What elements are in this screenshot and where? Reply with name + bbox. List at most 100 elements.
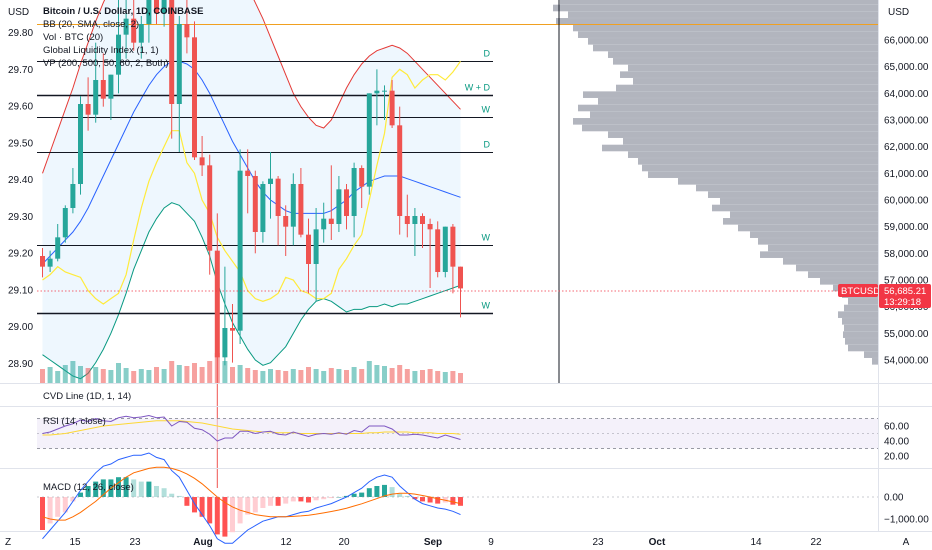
volume-profile-bar (620, 71, 878, 78)
candle-body (427, 224, 433, 230)
macd-histogram-bar (268, 497, 273, 506)
macd-histogram-bar (427, 497, 433, 503)
candle-body (131, 18, 137, 43)
right-currency-label: USD (888, 7, 909, 18)
rsi-legend[interactable]: RSI (14, close) (43, 416, 106, 427)
volume-profile-bar (845, 338, 878, 345)
macd-histogram-bar (397, 493, 403, 497)
volume-bar (146, 370, 152, 383)
left-axis-tick: 29.60 (8, 102, 33, 113)
time-axis-tick: 20 (338, 537, 350, 548)
time-axis[interactable]: Z 15 23 Aug 12 20 Sep 9 23 Oct 14 22 A (5, 537, 910, 548)
legend-liquidity[interactable]: Global Liquidity Index (1, 1) (43, 45, 159, 56)
rsi-axis-tick: 60.00 (884, 422, 909, 433)
volume-bar (290, 369, 296, 383)
macd-histogram-bar (184, 497, 190, 506)
time-axis-tick: Sep (424, 537, 442, 548)
volume-bar (169, 361, 175, 383)
macd-legend[interactable]: MACD (12, 26, close) (43, 482, 134, 493)
candle-body (70, 184, 76, 208)
time-axis-tick: 23 (592, 537, 604, 548)
macd-histogram-bar (100, 479, 106, 497)
volume-profile-bar (872, 358, 878, 365)
indicator-legend[interactable]: Bitcoin / U.S. Dollar, 1D, COINBASE BB (… (43, 6, 203, 69)
macd-histogram-bar (306, 497, 311, 503)
candle-body (313, 229, 319, 264)
legend-volume[interactable]: Vol · BTC (20) (43, 32, 103, 43)
volume-profile-bar (613, 58, 878, 65)
right-axis-tick: 55,000.00 (884, 329, 929, 340)
candle-body (359, 168, 365, 187)
right-axis-tick: 64,000.00 (884, 89, 929, 100)
volume-profile-bar (843, 331, 878, 338)
macd-histogram-bar (78, 492, 83, 497)
macd-histogram-bar (161, 488, 167, 497)
rsi-pane[interactable]: 60.00 40.00 20.00 (37, 414, 909, 463)
last-price-value: 56,685.21 (884, 286, 926, 297)
candle-body (55, 237, 61, 259)
time-axis-tick: A (903, 537, 910, 548)
macd-histogram-bar (290, 497, 296, 502)
candle-body (298, 184, 304, 235)
volume-bar (420, 370, 425, 383)
macd-histogram-bar (40, 497, 45, 530)
volume-bar (85, 368, 91, 383)
left-price-axis[interactable]: USD 29.80 29.70 29.60 29.50 29.40 29.30 29.20 2… (8, 7, 33, 370)
volume-bar (412, 371, 418, 383)
volume-bar (283, 371, 289, 383)
candle-body (306, 234, 311, 264)
rsi-axis-tick: 20.00 (884, 452, 909, 463)
left-currency-label: USD (8, 7, 29, 18)
liquidity-line (42, 60, 461, 305)
candle-body (366, 93, 372, 187)
macd-histogram-bar (199, 497, 205, 517)
candle-body (382, 90, 387, 92)
volume-profile-bar (598, 98, 878, 105)
volume-bar (366, 361, 372, 383)
macd-histogram-bar (138, 481, 144, 497)
volume-profile-bar (556, 18, 878, 25)
macd-histogram-bar (62, 497, 68, 513)
time-axis-tick: 15 (69, 537, 81, 548)
candle-body (245, 170, 251, 176)
volume-profile-bar (628, 151, 878, 158)
volume-profile-bar (638, 158, 878, 165)
volume-bar (207, 361, 213, 383)
volume-bar (47, 367, 53, 383)
macd-histogram-bar (214, 497, 220, 535)
legend-title[interactable]: Bitcoin / U.S. Dollar, 1D, COINBASE (43, 6, 203, 17)
legend-bb[interactable]: BB (20, SMA, close, 2) (43, 19, 139, 30)
candle-body (184, 24, 190, 38)
candle-body (458, 266, 463, 289)
candle-body (40, 256, 45, 267)
volume-bar (252, 370, 258, 383)
cvd-legend[interactable]: CVD Line (1D, 1, 14) (43, 391, 131, 402)
macd-histogram-bar (435, 497, 441, 504)
candle-body (435, 229, 441, 272)
candle-body (207, 165, 213, 251)
macd-pane[interactable]: 0.00 −1,000.00 (37, 452, 929, 544)
candlesticks (40, 0, 463, 488)
candle-body (442, 226, 448, 272)
candle-body (169, 0, 175, 104)
candle-body (351, 168, 357, 216)
volume-bar (328, 368, 334, 383)
volume-profile-bar (750, 231, 878, 238)
volume-bar (230, 367, 235, 383)
candle-body (252, 176, 258, 232)
volume-bar (397, 365, 403, 383)
right-axis-tick: 63,000.00 (884, 116, 929, 127)
macd-histogram-bar (93, 481, 99, 497)
candle-body (290, 184, 296, 227)
macd-histogram-bar (298, 497, 304, 502)
volume-bar (336, 369, 342, 383)
macd-axis-tick: −1,000.00 (884, 515, 929, 526)
right-axis-tick: 62,000.00 (884, 142, 929, 153)
volume-bar (138, 369, 144, 383)
bollinger-bands (42, 0, 461, 380)
legend-volume-profile[interactable]: VP (200, 500, 50, 60, 2, Both) (43, 58, 169, 69)
macd-histogram-bar (116, 477, 121, 497)
volume-profile-bar (573, 118, 878, 125)
volume-bar (192, 363, 197, 383)
